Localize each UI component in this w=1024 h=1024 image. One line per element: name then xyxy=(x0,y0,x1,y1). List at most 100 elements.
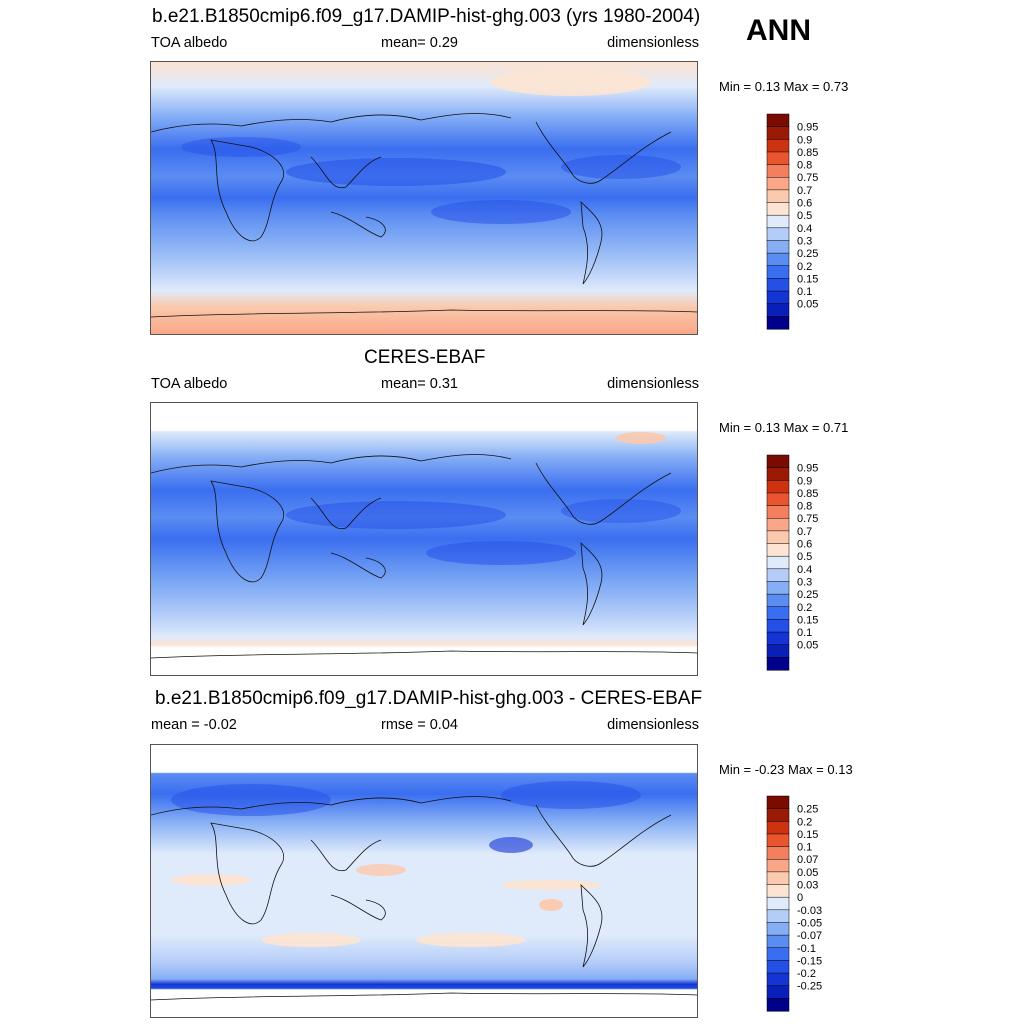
colorbar-swatch xyxy=(766,972,790,987)
colorbar-tick-label: -0.2 xyxy=(797,968,816,980)
colorbar-swatch xyxy=(766,151,790,166)
colorbar-tick-label: -0.1 xyxy=(797,943,816,955)
panel1-map xyxy=(150,61,698,335)
colorbar-tick-label: -0.07 xyxy=(797,930,822,942)
colorbar-tick-label: 0.8 xyxy=(797,501,812,513)
colorbar-tick-label: 0.6 xyxy=(797,539,812,551)
colorbar-tick-label: 0.07 xyxy=(797,854,818,866)
panel1-units-label: dimensionless xyxy=(607,35,699,51)
panel3-units-label: dimensionless xyxy=(607,717,699,733)
panel3-minmax-label: Min = -0.23 Max = 0.13 xyxy=(719,762,853,777)
panel3-rmse-label: rmse = 0.04 xyxy=(381,717,458,733)
colorbar-tick-label: 0.4 xyxy=(797,223,812,235)
colorbar-swatch xyxy=(766,492,790,507)
colorbar-tick-label: 0.95 xyxy=(797,463,818,475)
colorbar-swatch xyxy=(766,960,790,974)
colorbar-swatch xyxy=(766,909,790,924)
colorbar-swatch xyxy=(766,644,790,658)
panel3-colorbar: 0.25 0.2 0.15 0.1 0.07 0.05 0.03 0 -0.03 -0.05 -0.… xyxy=(766,795,847,1012)
colorbar-tick-label: 0.2 xyxy=(797,261,812,273)
colorbar-tick-label: 0.8 xyxy=(797,160,812,172)
colorbar-tick-label: 0.9 xyxy=(797,134,812,146)
colorbar-swatch xyxy=(766,555,790,570)
panel2-coastlines xyxy=(151,454,697,659)
panel2-title: CERES-EBAF xyxy=(364,347,486,368)
panel1-coastlines xyxy=(151,113,697,318)
colorbar-swatch xyxy=(766,316,790,330)
colorbar-swatch xyxy=(766,896,790,911)
colorbar-swatch xyxy=(766,821,790,835)
colorbar-tick-label: 0.25 xyxy=(797,248,818,260)
panel3-coastlines xyxy=(151,796,697,1001)
colorbar-tick-label: 0.75 xyxy=(797,513,818,525)
colorbar-swatch xyxy=(766,619,790,633)
colorbar-swatch xyxy=(766,227,790,242)
colorbar-swatch xyxy=(766,480,790,494)
colorbar-swatch xyxy=(766,214,790,229)
colorbar-swatch xyxy=(766,265,790,279)
colorbar-swatch xyxy=(766,240,790,254)
colorbar-swatch xyxy=(766,884,790,898)
panel2-map-plot xyxy=(151,403,697,675)
colorbar-swatch xyxy=(766,252,790,267)
panel1-variable-label: TOA albedo xyxy=(151,35,228,51)
panel2-units-label: dimensionless xyxy=(607,376,699,392)
colorbar-tick-label: 0.05 xyxy=(797,867,818,879)
colorbar-tick-label: 0.15 xyxy=(797,273,818,285)
panel3-colorbar-plot: 0.250.20.150.10.070.050.030-0.03-0.05-0.… xyxy=(766,795,822,1012)
panel1-mean-label: mean= 0.29 xyxy=(381,35,458,51)
colorbar-tick-label: 0.95 xyxy=(797,122,818,134)
panel1-colorbar-plot: 0.950.90.850.80.750.70.60.50.40.30.250.2… xyxy=(766,113,818,330)
colorbar-swatch xyxy=(766,858,790,873)
colorbar-tick-label: 0.1 xyxy=(797,842,812,854)
colorbar-tick-label: 0.85 xyxy=(797,147,818,159)
colorbar-swatch xyxy=(766,505,790,519)
colorbar-tick-label: 0.05 xyxy=(797,640,818,652)
panel1-title: b.e21.B1850cmip6.f09_g17.DAMIP-hist-ghg.… xyxy=(152,6,701,27)
colorbar-tick-label: 0.75 xyxy=(797,172,818,184)
colorbar-swatch xyxy=(766,846,790,860)
colorbar-tick-label: 0 xyxy=(797,892,803,904)
panel3-mean-label: mean = -0.02 xyxy=(151,717,237,733)
colorbar-swatch xyxy=(766,467,790,481)
colorbar-swatch xyxy=(766,657,790,671)
colorbar-swatch xyxy=(766,998,790,1012)
panel2-colorbar: 0.95 0.9 0.85 0.8 0.75 0.7 0.6 0.5 0.4 0.3 0.25 0.2… xyxy=(766,454,847,671)
colorbar-tick-label: 0.15 xyxy=(797,829,818,841)
colorbar-swatch xyxy=(766,517,790,532)
colorbar-tick-label: 0.1 xyxy=(797,286,812,298)
colorbar-swatch xyxy=(766,808,790,822)
colorbar-swatch xyxy=(766,189,790,204)
colorbar-tick-label: 0.25 xyxy=(797,589,818,601)
colorbar-swatch xyxy=(766,454,790,469)
colorbar-tick-label: 0.3 xyxy=(797,235,812,247)
colorbar-swatch xyxy=(766,922,790,936)
colorbar-swatch xyxy=(766,530,790,545)
colorbar-swatch xyxy=(766,934,790,949)
colorbar-swatch xyxy=(766,581,790,595)
panel3-title: b.e21.B1850cmip6.f09_g17.DAMIP-hist-ghg.… xyxy=(155,688,703,709)
colorbar-tick-label: 0.03 xyxy=(797,880,818,892)
colorbar-swatch xyxy=(766,139,790,153)
colorbar-tick-label: -0.03 xyxy=(797,905,822,917)
colorbar-tick-label: 0.2 xyxy=(797,816,812,828)
colorbar-tick-label: 0.25 xyxy=(797,804,818,816)
panel1-map-plot xyxy=(151,62,697,334)
colorbar-swatch xyxy=(766,593,790,608)
panel1-colorbar: 0.95 0.9 0.85 0.8 0.75 0.7 0.6 0.5 0.4 0.3 0.25 0.2… xyxy=(766,113,847,330)
colorbar-tick-label: 0.7 xyxy=(797,185,812,197)
colorbar-tick-label: 0.5 xyxy=(797,551,812,563)
colorbar-swatch xyxy=(766,568,790,583)
colorbar-swatch xyxy=(766,833,790,848)
panel2-variable-label: TOA albedo xyxy=(151,376,228,392)
colorbar-tick-label: 0.85 xyxy=(797,488,818,500)
colorbar-swatch xyxy=(766,278,790,292)
colorbar-swatch xyxy=(766,303,790,317)
colorbar-tick-label: 0.1 xyxy=(797,627,812,639)
colorbar-swatch xyxy=(766,871,790,886)
colorbar-tick-label: 0.7 xyxy=(797,526,812,538)
panel2-minmax-label: Min = 0.13 Max = 0.71 xyxy=(719,420,849,435)
panel2-mean-label: mean= 0.31 xyxy=(381,376,458,392)
panel1-minmax-label: Min = 0.13 Max = 0.73 xyxy=(719,79,849,94)
colorbar-tick-label: 0.9 xyxy=(797,475,812,487)
